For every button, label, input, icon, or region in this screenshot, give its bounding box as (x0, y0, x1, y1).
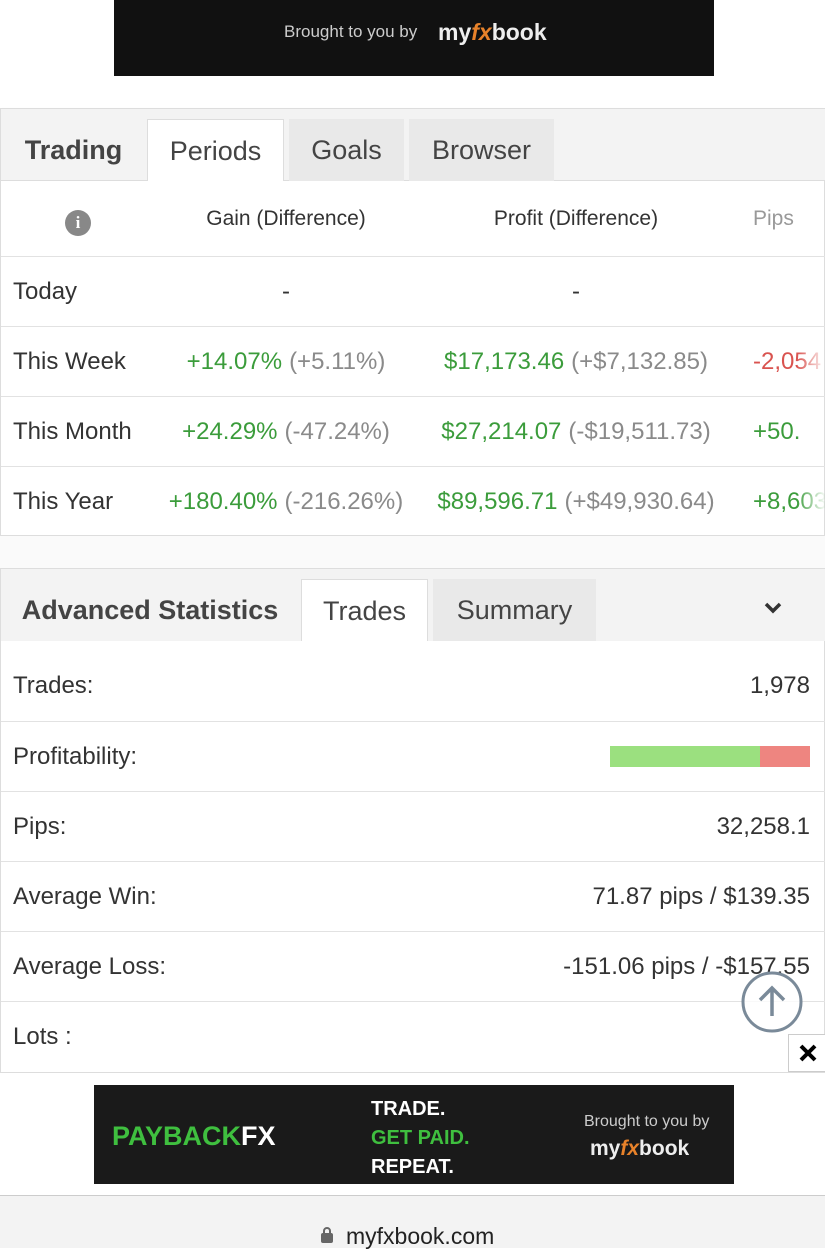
brand-part: fx (620, 1137, 639, 1160)
pips-value: +50. (753, 418, 800, 445)
period-row: This Week +14.07% (+5.11%) $17,173.46 (+$7,1… (1, 326, 825, 396)
profitability-win (610, 746, 760, 767)
url: myfxbook.com (346, 1223, 494, 1250)
stat-row: Average Win: 71.87 pips / $139.35 (1, 861, 825, 931)
info-icon[interactable]: i (65, 210, 91, 236)
period-row: This Year +180.40% (-216.26%) $89,596.71 (+$… (1, 466, 825, 536)
profit-cell: $27,214.07 (-$19,511.73) (431, 397, 721, 467)
stat-label: Average Win: (13, 862, 157, 932)
brand-part: my (438, 19, 471, 45)
tab[interactable]: Browser (409, 119, 554, 181)
slogan-line: GET PAID. (371, 1124, 470, 1153)
brand-part: my (590, 1137, 620, 1160)
gain-cell: +14.07% (+5.11%) (141, 327, 431, 397)
stat-label: Pips: (13, 792, 66, 862)
stat-row: Trades: 1,978 (1, 651, 825, 721)
stat-label: Average Loss: (13, 932, 166, 1002)
stat-label: Profitability: (13, 722, 137, 792)
gain-value: +180.40% (169, 488, 278, 515)
stat-row: Profitability: (1, 721, 825, 791)
stat-value: 1,978 (750, 651, 810, 721)
tab[interactable]: Summary (433, 579, 596, 641)
brand-part: FX (241, 1121, 276, 1151)
close-ad-button[interactable] (788, 1034, 825, 1072)
gap (0, 536, 825, 568)
slogan-line: TRADE. (371, 1095, 470, 1124)
banner-prefix: Brought to you by (584, 1113, 709, 1131)
brand-part: book (492, 19, 547, 45)
tab[interactable]: Trading (1, 119, 146, 181)
gain-difference: (+5.11%) (289, 348, 385, 375)
top-banner[interactable]: Brought to you by myfxbook (114, 0, 714, 76)
gain-cell: - (141, 257, 431, 327)
tab[interactable]: Goals (289, 119, 404, 181)
banner-prefix: Brought to you by (284, 22, 417, 42)
profit-value: $17,173.46 (444, 348, 564, 375)
tab[interactable]: Periods (147, 119, 284, 181)
profit-cell: $17,173.46 (+$7,132.85) (431, 327, 721, 397)
profit-difference: (+$49,930.64) (565, 488, 715, 515)
url-bar[interactable]: myfxbook.com (0, 1195, 825, 1248)
profit-difference: (-$19,511.73) (568, 418, 710, 445)
pips-value: -2,054 (753, 348, 821, 375)
stat-row: Pips: 32,258.1 (1, 791, 825, 861)
brand: PAYBACKFX (112, 1121, 276, 1152)
profit-value: $89,596.71 (437, 488, 557, 515)
stat-row: Average Loss:-151.06 pips / -$157.55 (1, 931, 825, 1001)
row-label: Today (13, 257, 77, 327)
column-header: Gain (Difference) (141, 181, 431, 256)
pips-cell: -2,054 (753, 327, 825, 397)
profit-value: $27,214.07 (441, 418, 561, 445)
column-header: Pips (753, 181, 825, 256)
brand-part: book (639, 1137, 689, 1160)
gain-cell: +24.29% (-47.24%) (141, 397, 431, 467)
bottom-banner[interactable]: PAYBACKFX TRADE. GET PAID. REPEAT. Broug… (94, 1085, 734, 1184)
stat-value: 32,258.1 (717, 792, 810, 862)
brand-part: fx (471, 19, 491, 45)
pips-cell: +8,603 (753, 467, 825, 537)
column-header: Profit (Difference) (431, 181, 721, 256)
profit-cell: - (431, 257, 721, 327)
gain-value: - (282, 278, 290, 305)
period-row: Today - - (1, 256, 825, 326)
gain-cell: +180.40% (-216.26%) (141, 467, 431, 537)
chevron[interactable] (763, 601, 783, 615)
period-row: This Month +24.29% (-47.24%) $27,214.07 (-$1… (1, 396, 825, 466)
scroll-top-button[interactable] (740, 970, 804, 1034)
stat-label: Trades: (13, 651, 93, 721)
slogan: TRADE. GET PAID. REPEAT. (371, 1095, 470, 1182)
brand-part: PAYBACK (112, 1121, 241, 1151)
profit-difference: (+$7,132.85) (571, 348, 708, 375)
gain-difference: (-216.26%) (285, 488, 404, 515)
lock-icon (320, 1226, 334, 1244)
row-label: This Month (13, 397, 132, 467)
stat-label: Lots : (13, 1002, 72, 1072)
stat-value: 71.87 pips / $139.35 (592, 862, 810, 932)
row-label: This Year (13, 467, 113, 537)
pips-value: +8,603 (753, 488, 825, 515)
stat-row: Lots : (1, 1001, 825, 1071)
tab[interactable]: Advanced Statistics (1, 579, 299, 641)
profitability-loss (760, 746, 810, 767)
gain-difference: (-47.24%) (285, 418, 390, 445)
profit-cell: $89,596.71 (+$49,930.64) (431, 467, 721, 537)
slogan-line: REPEAT. (371, 1153, 470, 1182)
brand: myfxbook (590, 1137, 689, 1161)
row-label: This Week (13, 327, 126, 397)
tab[interactable]: Trades (301, 579, 428, 641)
gain-value: +14.07% (187, 348, 282, 375)
brand: myfxbook (438, 19, 547, 46)
profit-value: - (572, 278, 580, 305)
gain-value: +24.29% (182, 418, 277, 445)
pips-cell: +50. (753, 397, 825, 467)
